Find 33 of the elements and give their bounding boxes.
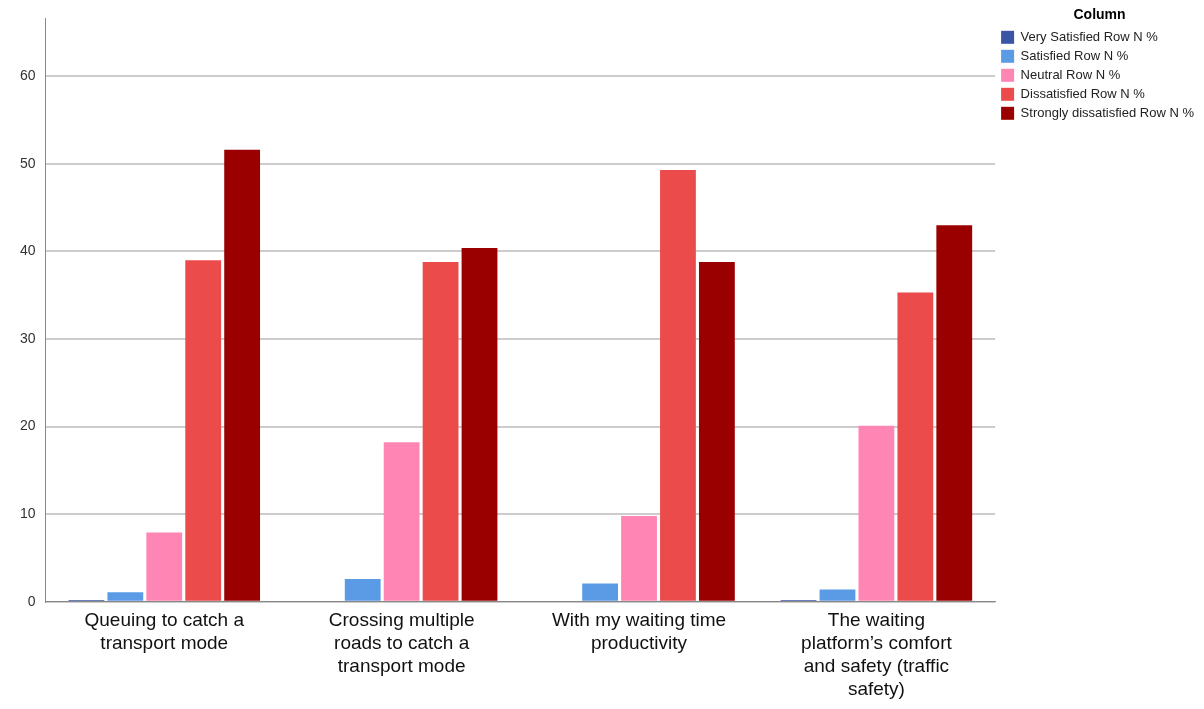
bar	[344, 579, 381, 601]
bar	[185, 260, 222, 601]
bar	[660, 169, 696, 601]
bar	[224, 149, 261, 601]
y-tick-label: 20	[19, 417, 36, 434]
bar	[819, 589, 856, 601]
y-tick-label: 60	[19, 67, 36, 84]
bar	[897, 292, 934, 601]
y-tick-label: 0	[27, 592, 36, 609]
y-tick-label: 10	[19, 505, 36, 522]
legend-title: Column	[1073, 5, 1126, 22]
x-tick-label: Queuing to catch a transport mode	[84, 609, 245, 654]
legend-label: Neutral Row N %	[1020, 66, 1121, 82]
x-tick-label: With my waiting time productivity	[551, 609, 727, 654]
legend-label: Very Satisfied Row N %	[1020, 28, 1159, 44]
bar	[107, 592, 144, 601]
y-tick-label: 30	[19, 329, 36, 346]
x-tick-label: Crossing multiple roads to catch a transport mode	[328, 609, 475, 677]
bar	[422, 261, 459, 601]
bar	[698, 261, 735, 601]
x-tick-label: The waiting platform’s comfort and safety (traffic safety)	[801, 609, 953, 699]
legend-label: Strongly dissatisfied Row N %	[1020, 104, 1195, 120]
legend-label: Satisfied Row N %	[1020, 47, 1129, 63]
y-tick-label: 40	[19, 242, 36, 259]
bar	[936, 225, 973, 601]
bar	[621, 515, 657, 601]
bar	[383, 442, 420, 601]
legend-label: Dissatisfied Row N %	[1020, 85, 1146, 101]
bar	[146, 532, 183, 601]
bar	[582, 583, 619, 601]
bar	[858, 425, 895, 601]
y-tick-label: 50	[19, 154, 36, 171]
bar	[461, 247, 498, 601]
